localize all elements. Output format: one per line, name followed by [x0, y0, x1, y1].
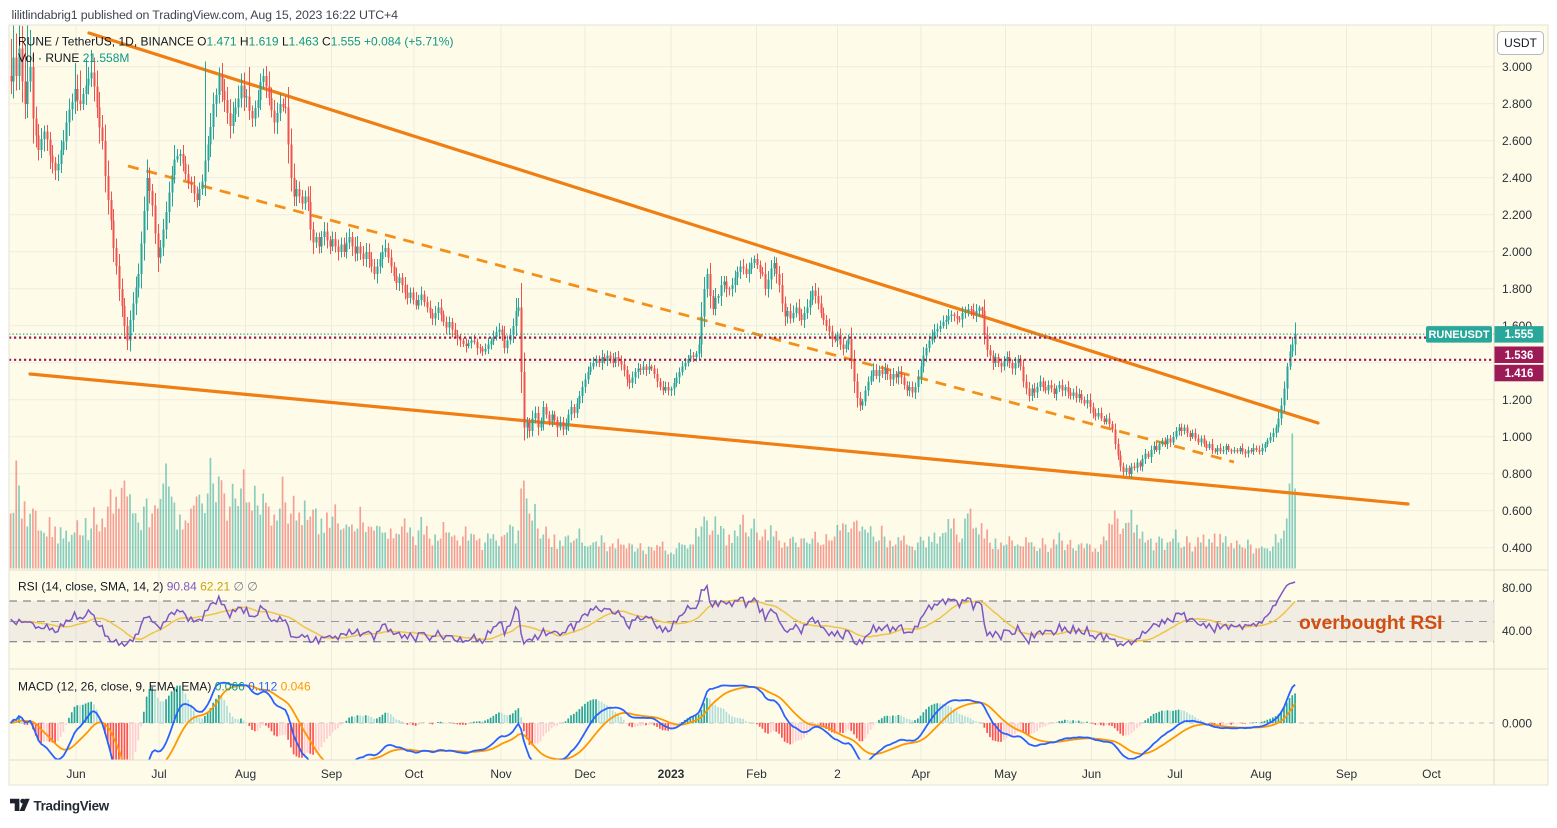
svg-text:3.000: 3.000: [1502, 60, 1532, 74]
svg-text:Oct: Oct: [405, 767, 424, 781]
svg-text:1.416: 1.416: [1505, 368, 1534, 380]
svg-text:Jul: Jul: [1167, 767, 1182, 781]
svg-text:RUNE / TetherUS, 1D, BINANCE O: RUNE / TetherUS, 1D, BINANCE O1.471 H1.6…: [18, 35, 453, 49]
svg-text:Feb: Feb: [746, 767, 767, 781]
svg-text:TradingView: TradingView: [34, 799, 110, 814]
svg-text:RUNEUSDT: RUNEUSDT: [1428, 329, 1489, 341]
svg-text:MACD (12, 26, close, 9, EMA, E: MACD (12, 26, close, 9, EMA, EMA) 0.066 …: [18, 680, 311, 694]
svg-text:Aug: Aug: [235, 767, 256, 781]
svg-text:2: 2: [834, 767, 841, 781]
svg-text:0.400: 0.400: [1502, 541, 1532, 555]
svg-text:1.536: 1.536: [1505, 350, 1534, 362]
svg-text:May: May: [994, 767, 1017, 781]
svg-text:Aug: Aug: [1250, 767, 1271, 781]
svg-text:Sep: Sep: [1336, 767, 1358, 781]
svg-text:2.000: 2.000: [1502, 245, 1532, 259]
svg-text:Dec: Dec: [574, 767, 595, 781]
svg-text:USDT: USDT: [1504, 36, 1537, 50]
svg-text:0.000: 0.000: [1502, 717, 1532, 731]
svg-text:1.000: 1.000: [1502, 430, 1532, 444]
svg-text:Sep: Sep: [321, 767, 343, 781]
svg-text:1.555: 1.555: [1505, 329, 1534, 341]
svg-text:2.600: 2.600: [1502, 134, 1532, 148]
svg-text:Jun: Jun: [1082, 767, 1101, 781]
svg-text:1.800: 1.800: [1502, 282, 1532, 296]
svg-text:80.00: 80.00: [1502, 581, 1532, 595]
svg-text:40.00: 40.00: [1502, 624, 1532, 638]
svg-text:Apr: Apr: [912, 767, 931, 781]
svg-text:2.400: 2.400: [1502, 171, 1532, 185]
svg-text:Jul: Jul: [151, 767, 166, 781]
svg-text:RSI (14, close, SMA, 14, 2) 90: RSI (14, close, SMA, 14, 2) 90.84 62.21 …: [18, 580, 258, 594]
svg-text:overbought RSI: overbought RSI: [1299, 613, 1443, 634]
svg-text:Oct: Oct: [1422, 767, 1441, 781]
svg-text:0.800: 0.800: [1502, 467, 1532, 481]
svg-text:Jun: Jun: [66, 767, 85, 781]
svg-text:Vol · RUNE 21.558M: Vol · RUNE 21.558M: [18, 51, 129, 65]
svg-text:lilitlindabrig1 published on T: lilitlindabrig1 published on TradingView…: [12, 8, 399, 22]
svg-text:1.200: 1.200: [1502, 393, 1532, 407]
svg-text:Nov: Nov: [490, 767, 511, 781]
svg-text:2.200: 2.200: [1502, 208, 1532, 222]
svg-text:2.800: 2.800: [1502, 97, 1532, 111]
svg-text:0.600: 0.600: [1502, 504, 1532, 518]
svg-text:2023: 2023: [658, 767, 685, 781]
